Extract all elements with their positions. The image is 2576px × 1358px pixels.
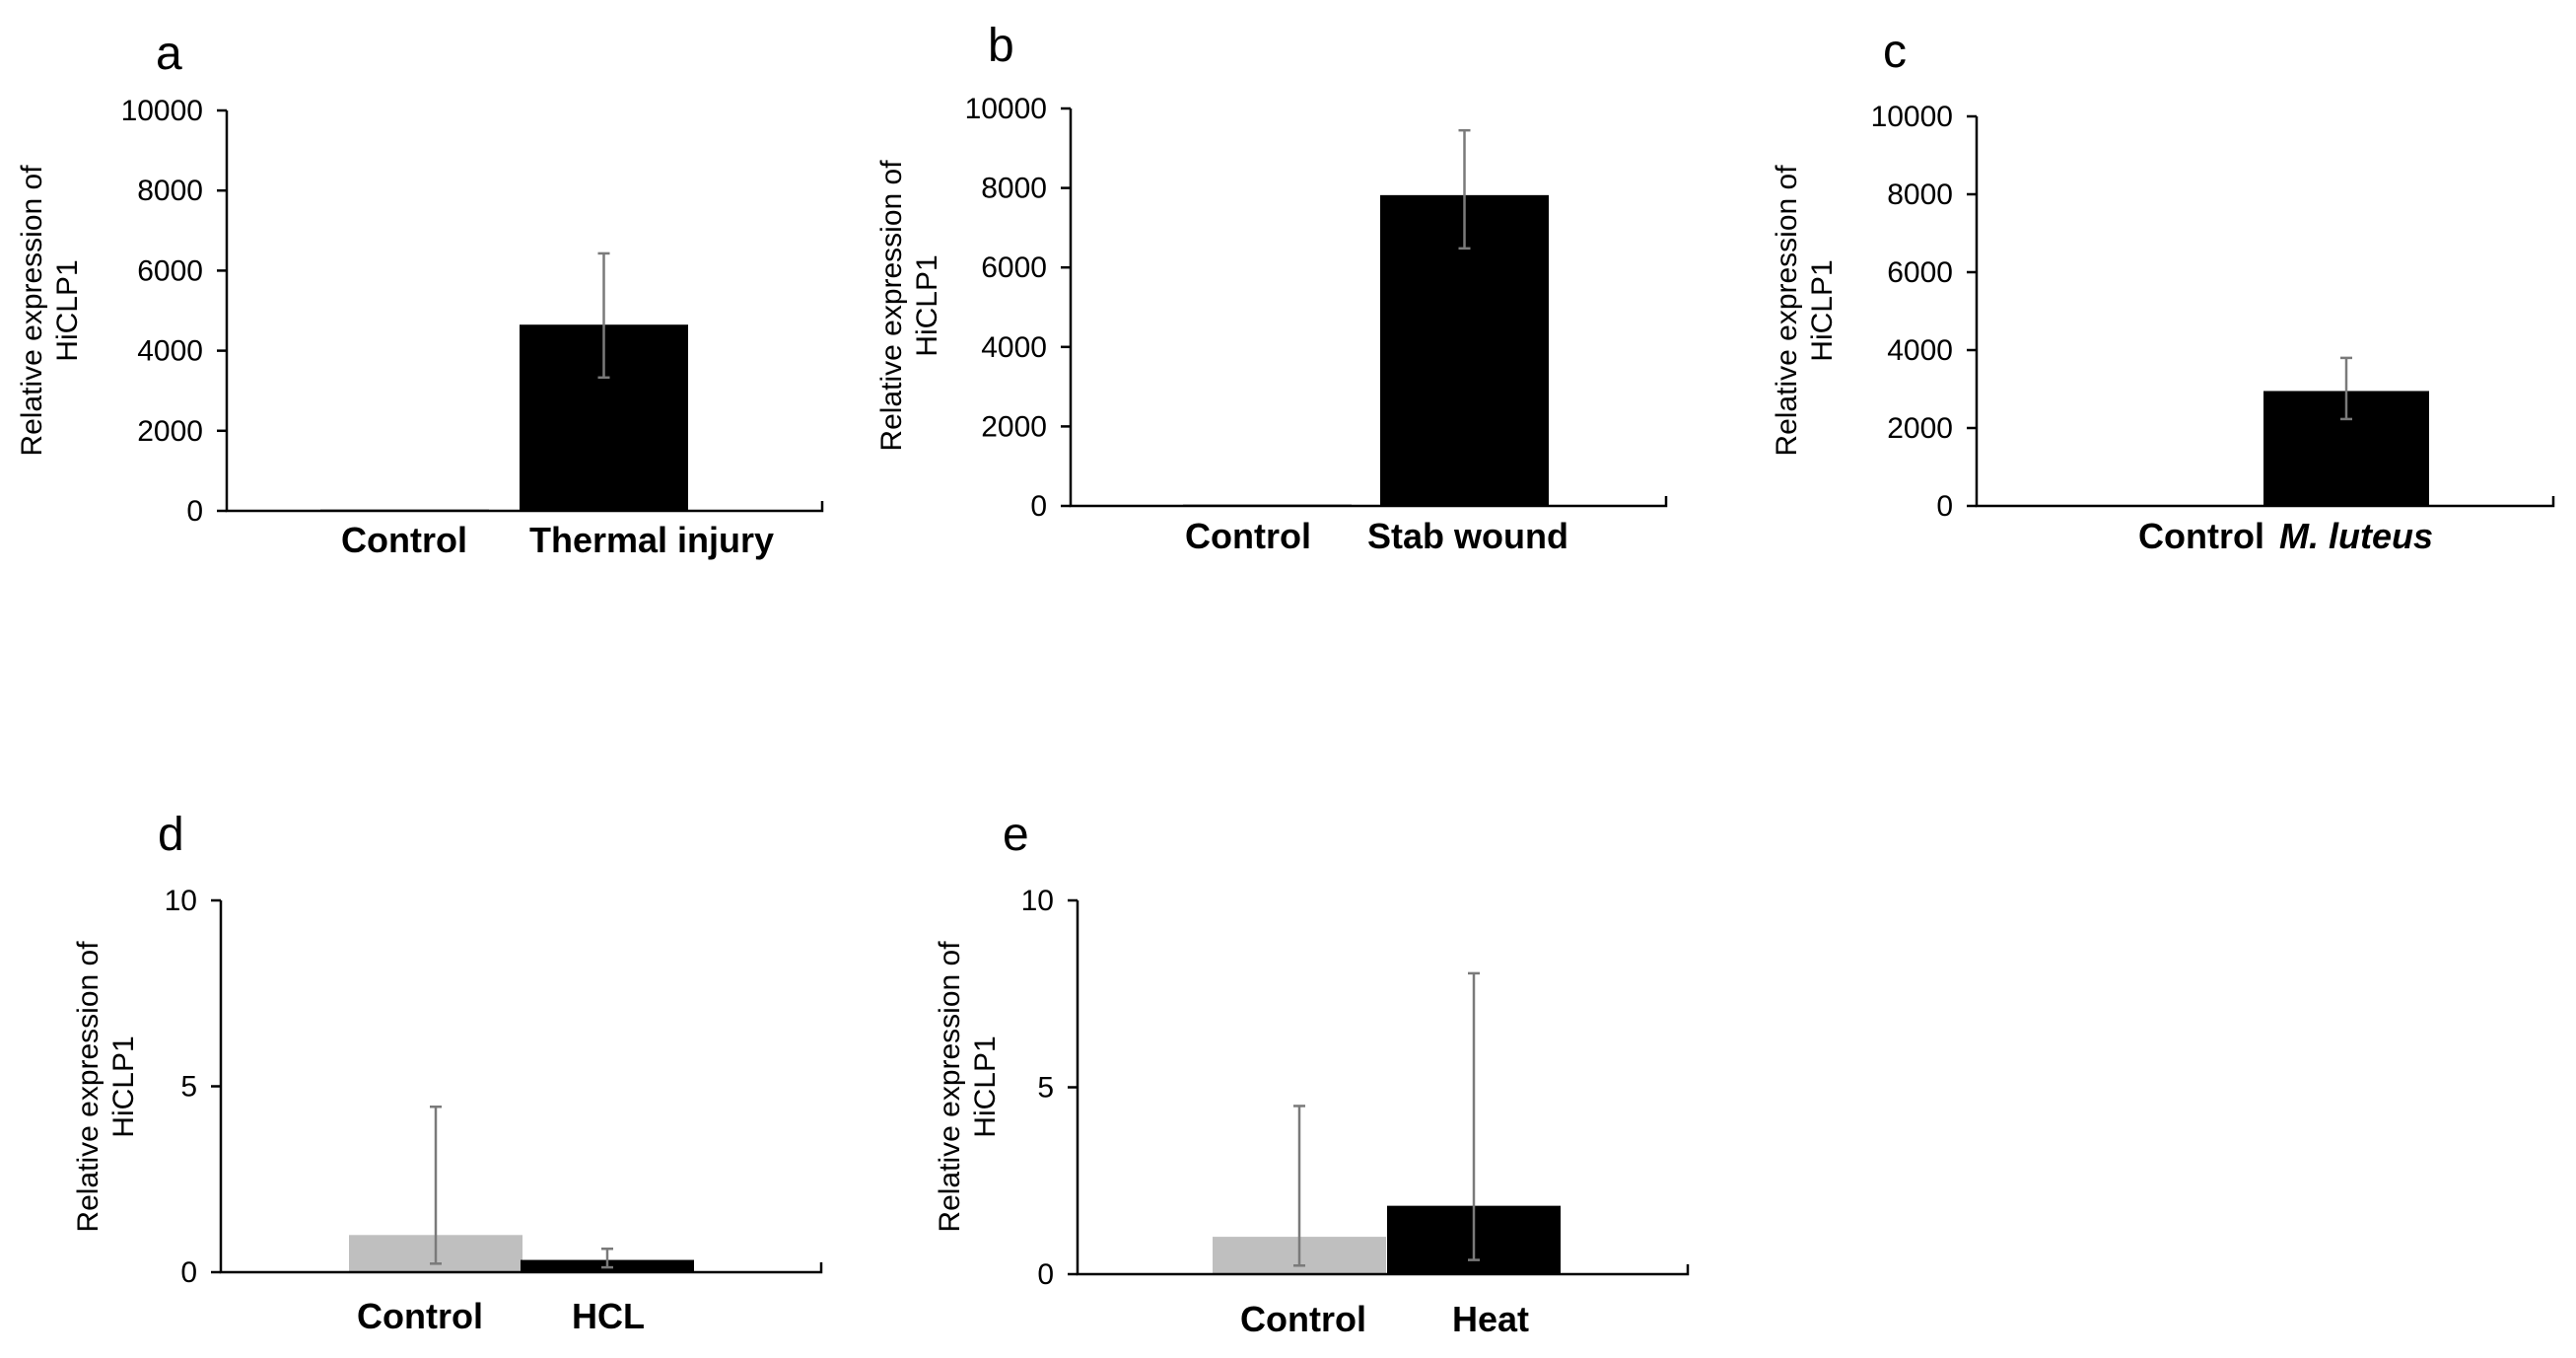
panel-label: d: [158, 809, 184, 861]
error-bar: [1293, 1105, 1305, 1267]
y-tick-label: 2000: [981, 410, 1047, 443]
y-tick-label: 6000: [1887, 256, 1953, 289]
y-tick-label: 10000: [1871, 101, 1953, 133]
category-label: M. luteus: [2279, 516, 2433, 556]
error-bar: [597, 251, 610, 380]
y-tick-label: 0: [186, 495, 203, 528]
y-axis-title: HiCLP1: [1806, 259, 1839, 361]
category-label: Control: [1240, 1299, 1366, 1339]
axes: [1975, 116, 2555, 508]
y-tick-label: 8000: [1887, 179, 1953, 211]
y-axis-title: HiCLP1: [911, 254, 943, 356]
y-tick-label: 5: [1037, 1072, 1054, 1105]
y-axis-title: Relative expression of: [72, 941, 104, 1233]
y-axis-title: Relative expression of: [875, 160, 908, 452]
category-label: Control: [2138, 516, 2264, 556]
category-label: Thermal injury: [529, 520, 774, 560]
y-tick-label: 0: [1037, 1258, 1054, 1291]
axes: [1069, 108, 1668, 508]
chart-panel-d: d 0 5 10 Relative expression of HiCLP1 Control…: [72, 809, 823, 1336]
y-tick-label: 0: [180, 1256, 197, 1289]
y-tick-label: 8000: [981, 173, 1047, 205]
y-tick-label: 10: [165, 885, 197, 917]
y-tick-label: 5: [180, 1071, 197, 1104]
y-tick-label: 10000: [121, 95, 203, 127]
y-tick-label: 2000: [1887, 412, 1953, 445]
chart-panel-c: c 0 2000 4000 6000 8000 10000 Relative expressi…: [1771, 26, 2555, 556]
y-tick-label: 2000: [137, 415, 203, 448]
y-tick-label: 6000: [981, 251, 1047, 284]
y-tick-label: 10: [1021, 885, 1054, 917]
category-label: Control: [1185, 516, 1311, 556]
category-label: HCL: [572, 1296, 645, 1336]
error-bar: [1458, 128, 1471, 250]
panel-label: a: [156, 28, 182, 80]
category-label: Control: [357, 1296, 483, 1336]
y-axis-title: HiCLP1: [969, 1036, 1002, 1137]
error-bar: [601, 1247, 613, 1269]
y-tick-label: 0: [1030, 490, 1047, 523]
chart-panel-e: e 0 5 10 Relative expression of HiCLP1 Control…: [934, 809, 1690, 1339]
y-axis-title: HiCLP1: [51, 259, 84, 361]
category-label: Control: [341, 520, 467, 560]
category-label: Heat: [1452, 1299, 1529, 1339]
chart-panel-a: a 0 2000 4000 6000 8000 10000 Relative expressi…: [16, 28, 824, 560]
chart-panel-b: b 0 2000 4000 6000 8000 10000 Relative expressi…: [875, 20, 1668, 556]
panel-label: b: [988, 20, 1014, 72]
y-axis-title: HiCLP1: [107, 1036, 140, 1137]
category-label: Stab wound: [1367, 516, 1568, 556]
y-tick-label: 6000: [137, 254, 203, 287]
y-tick-label: 4000: [1887, 334, 1953, 367]
axes: [1076, 900, 1690, 1276]
panel-label: c: [1883, 26, 1907, 78]
axes: [219, 900, 823, 1274]
y-axis-title: Relative expression of: [1771, 165, 1803, 457]
axes: [225, 110, 824, 513]
y-tick-label: 0: [1936, 490, 1953, 523]
y-axis-title: Relative expression of: [16, 165, 48, 457]
panel-label: e: [1003, 809, 1029, 861]
y-tick-label: 8000: [137, 175, 203, 207]
y-tick-label: 10000: [965, 93, 1047, 125]
error-bar: [430, 1105, 442, 1265]
y-tick-label: 4000: [981, 331, 1047, 364]
y-axis-title: Relative expression of: [934, 941, 966, 1233]
error-bar: [1468, 971, 1480, 1261]
error-bar: [2340, 356, 2352, 421]
y-tick-label: 4000: [137, 335, 203, 368]
